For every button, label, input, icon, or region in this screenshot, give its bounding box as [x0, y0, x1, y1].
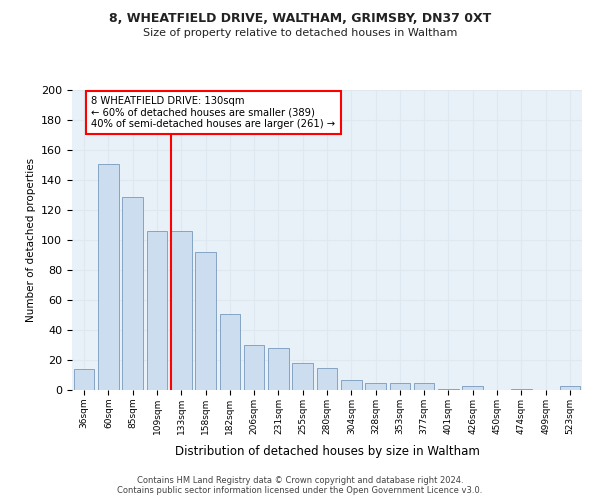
Bar: [146, 231, 167, 390]
Bar: [122, 196, 143, 390]
Bar: [292, 363, 313, 390]
Text: Size of property relative to detached houses in Waltham: Size of property relative to detached ho…: [143, 28, 457, 38]
Bar: [244, 345, 265, 390]
Bar: [98, 164, 119, 390]
Bar: [220, 314, 240, 390]
Bar: [414, 382, 434, 390]
Text: Contains HM Land Registry data © Crown copyright and database right 2024.
Contai: Contains HM Land Registry data © Crown c…: [118, 476, 482, 495]
Bar: [511, 388, 532, 390]
Bar: [438, 388, 459, 390]
Text: 8 WHEATFIELD DRIVE: 130sqm
← 60% of detached houses are smaller (389)
40% of sem: 8 WHEATFIELD DRIVE: 130sqm ← 60% of deta…: [91, 96, 335, 129]
Bar: [268, 348, 289, 390]
Bar: [365, 382, 386, 390]
Bar: [463, 386, 483, 390]
Text: 8, WHEATFIELD DRIVE, WALTHAM, GRIMSBY, DN37 0XT: 8, WHEATFIELD DRIVE, WALTHAM, GRIMSBY, D…: [109, 12, 491, 26]
Bar: [317, 368, 337, 390]
Bar: [389, 382, 410, 390]
Bar: [341, 380, 362, 390]
Bar: [560, 386, 580, 390]
X-axis label: Distribution of detached houses by size in Waltham: Distribution of detached houses by size …: [175, 445, 479, 458]
Bar: [74, 369, 94, 390]
Bar: [171, 231, 191, 390]
Y-axis label: Number of detached properties: Number of detached properties: [26, 158, 35, 322]
Bar: [195, 252, 216, 390]
